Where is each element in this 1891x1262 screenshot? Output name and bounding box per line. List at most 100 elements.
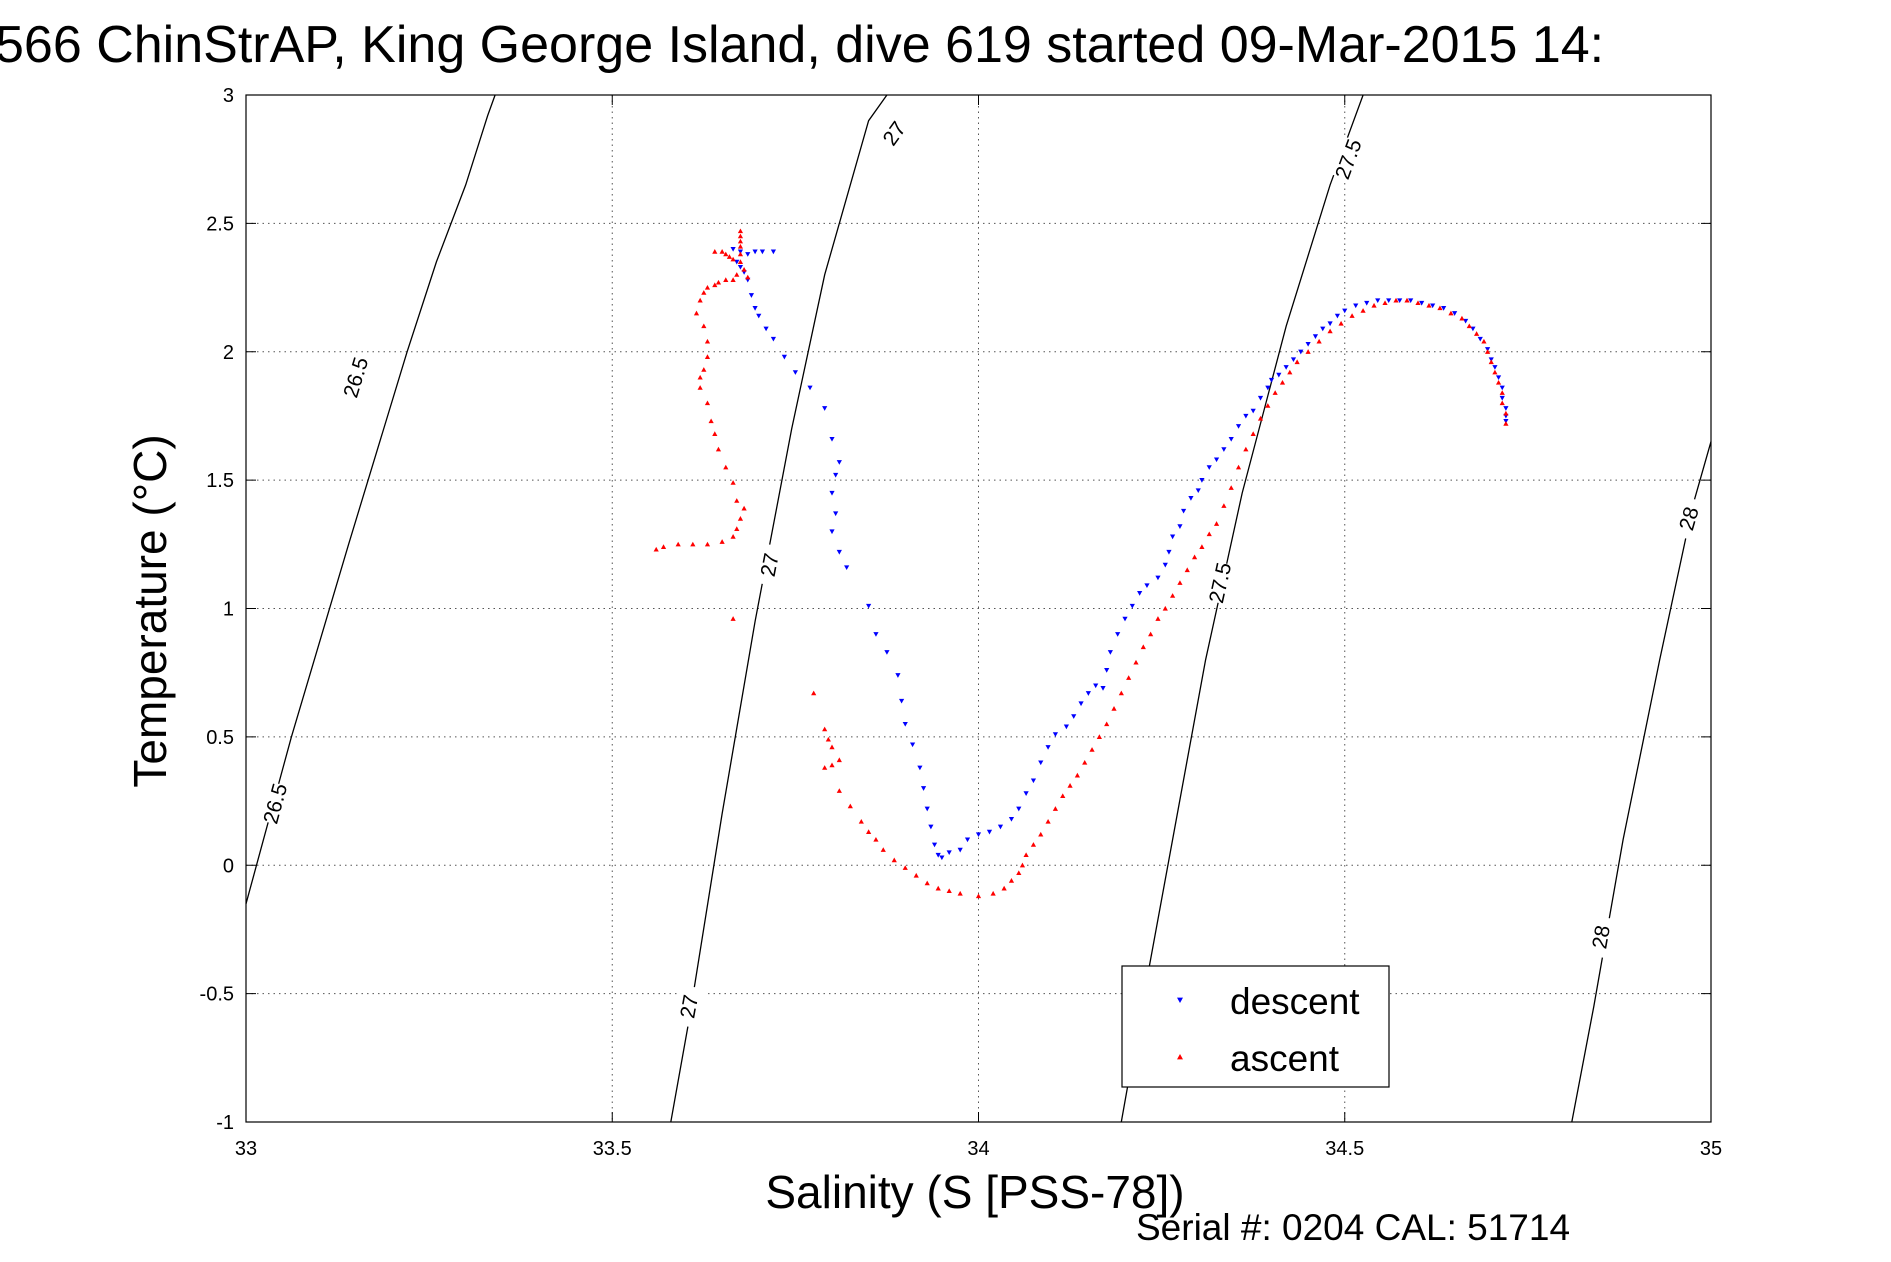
ascent-point	[737, 259, 744, 264]
descent-point	[1107, 650, 1113, 655]
ascent-point	[734, 498, 740, 503]
ascent-point	[734, 272, 740, 277]
descent-point	[1495, 375, 1502, 381]
descent-point	[1305, 341, 1311, 347]
ascent-point	[690, 541, 696, 547]
descent-point	[829, 529, 835, 535]
descent-point	[1397, 298, 1403, 303]
ascent-point	[712, 249, 718, 254]
isopycnal-label: 28	[1588, 924, 1615, 951]
ascent-point	[1287, 369, 1293, 375]
isopycnal-label: 27.5	[1205, 560, 1236, 605]
ascent-point	[1060, 793, 1066, 799]
ascent-point	[1499, 400, 1505, 406]
ascent-point	[697, 374, 703, 380]
ascent-point	[1448, 310, 1454, 316]
descent-point	[924, 806, 930, 812]
ascent-point	[730, 256, 736, 262]
descent-point	[1016, 806, 1022, 812]
ascent-point	[741, 266, 747, 272]
ascent-point	[730, 480, 736, 485]
descent-point	[1122, 616, 1128, 622]
ascent-point	[726, 254, 733, 259]
isopycnal-label-bg	[753, 542, 787, 587]
chart-title: 566 ChinStrAP, King George Island, dive …	[0, 16, 1604, 74]
descent-point	[928, 824, 934, 830]
y-tick-label: 1.5	[206, 470, 234, 492]
ascent-point	[1177, 580, 1183, 585]
descent-point	[844, 565, 850, 571]
ascent-point	[1499, 390, 1505, 395]
descent-point	[1452, 311, 1458, 316]
ascent-point	[719, 249, 725, 254]
descent-point	[946, 850, 952, 856]
descent-point	[1052, 732, 1059, 737]
descent-point	[1364, 300, 1370, 306]
ascent-point	[1082, 759, 1088, 765]
ascent-point	[822, 726, 828, 732]
descent-point	[770, 336, 776, 342]
descent-point	[1268, 377, 1275, 383]
ascent-point	[701, 323, 707, 329]
descent-point	[807, 385, 813, 391]
ascent-point	[737, 251, 744, 257]
descent-point	[917, 765, 923, 771]
ascent-point	[1067, 783, 1073, 788]
isopycnal-label-bg	[872, 109, 917, 158]
isopycnal-label: 27	[676, 993, 703, 1020]
descent-point	[1008, 816, 1015, 822]
ascent-point	[653, 546, 659, 552]
descent-point	[1181, 508, 1187, 514]
ascent-point	[1126, 675, 1132, 680]
descent-point	[1499, 385, 1505, 391]
x-tick-label: 33.5	[593, 1138, 632, 1160]
y-tick-label: 2	[223, 342, 234, 364]
descent-point	[1408, 298, 1414, 303]
y-tick-label: 0	[223, 855, 234, 877]
ascent-point	[822, 765, 828, 770]
ascent-point	[902, 865, 908, 870]
descent-point	[1177, 524, 1183, 529]
descent-point	[1503, 406, 1509, 411]
ascent-point	[891, 857, 897, 863]
descent-point	[1342, 308, 1348, 314]
ascent-point	[1155, 616, 1161, 621]
ascent-point	[946, 888, 952, 894]
ascent-point	[1191, 554, 1198, 560]
ascent-point	[1140, 644, 1146, 650]
ascent-point	[730, 616, 736, 621]
x-tick-label: 34.5	[1325, 1138, 1364, 1160]
ascent-point	[741, 505, 747, 511]
ascent-point	[880, 847, 886, 852]
ascent-point	[1016, 870, 1022, 876]
grid	[246, 95, 1711, 1122]
y-tick-label: -0.5	[200, 984, 234, 1006]
descent-point	[1045, 745, 1051, 750]
ascent-point	[701, 290, 707, 295]
ascent-point	[975, 893, 982, 899]
descent-point	[1030, 778, 1037, 784]
descent-point	[1206, 465, 1212, 470]
isopycnal-label-bg	[1203, 560, 1238, 606]
ascent-point	[1294, 359, 1300, 365]
ascent-point	[1133, 659, 1139, 665]
ascent-point	[1338, 320, 1344, 326]
ascent-point	[1148, 631, 1154, 637]
descent-point	[1162, 562, 1168, 568]
ascent-point	[1327, 328, 1333, 334]
descent-point	[1213, 457, 1220, 463]
ascent-point	[730, 277, 736, 282]
isopycnal-label: 26.5	[259, 781, 292, 826]
ascent-point	[990, 890, 996, 896]
descent-point	[1290, 357, 1297, 363]
descent-point	[898, 698, 905, 704]
legend-label-ascent: ascent	[1230, 1038, 1340, 1079]
ascent-point	[1045, 819, 1051, 824]
ascent-point	[1030, 842, 1037, 847]
ascent-point	[730, 534, 736, 539]
ascent-point	[935, 885, 941, 891]
isopycnal-label-bg	[1584, 915, 1618, 960]
data-points	[653, 228, 1509, 899]
ascent-point	[1474, 331, 1480, 336]
